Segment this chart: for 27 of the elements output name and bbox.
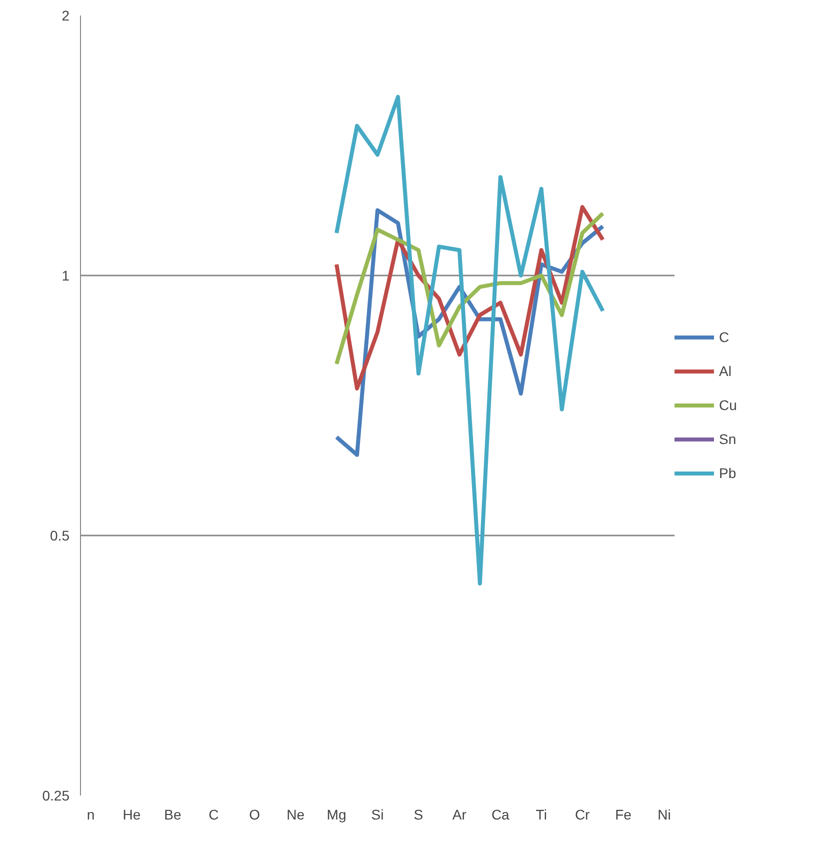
legend-label: Pb [719, 465, 738, 481]
x-tick-label: He [122, 806, 141, 822]
y-tick-label: 2 [62, 8, 70, 24]
x-tick-label: Ne [286, 806, 305, 822]
x-tick-label: Ti [536, 806, 547, 822]
legend-label: Al [719, 363, 732, 379]
x-tick-label: Ni [658, 806, 671, 822]
y-tick-label: 0.5 [50, 528, 70, 544]
x-tick-label: Mg [326, 806, 346, 822]
x-tick-label: Si [371, 806, 384, 822]
y-tick-label: 0.25 [42, 788, 70, 804]
line-series [334, 211, 605, 366]
x-tick-label: S [414, 806, 424, 822]
x-tick-label: C [208, 806, 219, 822]
x-tick-label: Fe [615, 806, 632, 822]
x-tick-label: n [86, 806, 95, 822]
legend-label: Cu [719, 397, 738, 413]
x-tick-label: Ar [452, 806, 467, 822]
x-tick-label: Cr [574, 806, 590, 822]
x-tick-label: Be [164, 806, 182, 822]
line-series [334, 205, 605, 390]
x-tick-label: O [249, 806, 260, 822]
legend-label: Sn [719, 431, 738, 447]
x-tick-label: Ca [491, 806, 510, 822]
y-tick-label: 1 [62, 268, 70, 284]
legend-label: C [719, 329, 730, 345]
line-series [334, 94, 605, 586]
